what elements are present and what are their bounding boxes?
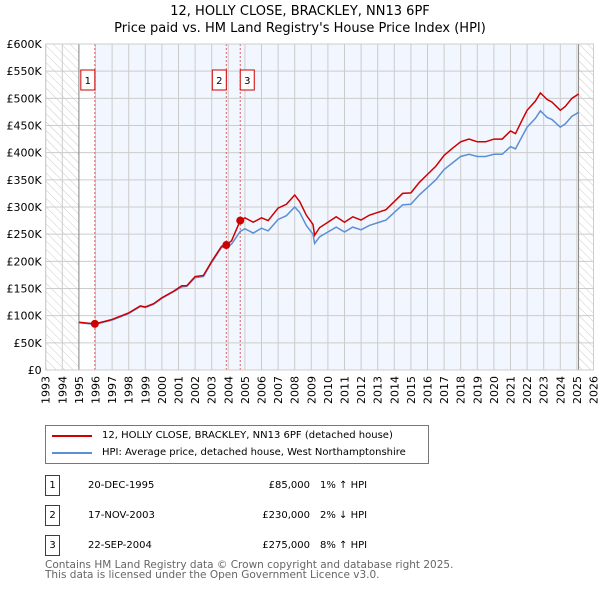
sale-point: [222, 241, 231, 250]
sale-label: 3: [244, 76, 250, 87]
transaction-row: 3 22-SEP-2004 £275,000 8% ↑ HPI: [45, 535, 465, 556]
legend: 12, HOLLY CLOSE, BRACKLEY, NN13 6PF (det…: [45, 425, 429, 464]
transaction-hpi: 1% ↑ HPI: [320, 480, 368, 491]
x-tick-label: 2026: [588, 376, 600, 404]
plot-border: [45, 43, 594, 371]
footer-line: This data is licensed under the Open Gov…: [45, 569, 380, 581]
transaction-date: 22-SEP-2004: [88, 540, 152, 551]
x-tick-label: 1993: [40, 376, 53, 404]
x-tick-label: 2000: [156, 376, 169, 404]
x-tick-label: 2021: [505, 376, 518, 404]
x-tick-label: 2013: [372, 376, 385, 404]
transaction-number: 3: [45, 535, 60, 556]
footer-line: Contains HM Land Registry data © Crown c…: [45, 559, 454, 571]
chart-subtitle: Price paid vs. HM Land Registry's House …: [114, 21, 486, 36]
x-tick-label: 2008: [289, 376, 302, 404]
x-tick-label: 2024: [554, 376, 567, 404]
x-tick-label: 2005: [239, 376, 252, 404]
x-tick-label: 2016: [422, 376, 435, 404]
x-tick-label: 1994: [56, 376, 69, 404]
x-tick-label: 1996: [90, 376, 103, 404]
sale-label-box: [211, 69, 227, 91]
sale-label-box: [239, 69, 255, 91]
x-tick-label: 2023: [538, 376, 551, 404]
legend-swatch-red: [52, 434, 92, 437]
x-tick-label: 2007: [272, 376, 285, 404]
y-tick-label: £0: [28, 364, 42, 377]
x-tick-label: 2014: [388, 376, 401, 404]
transaction-price: £275,000: [262, 540, 310, 551]
sale-point: [90, 319, 99, 328]
x-tick-label: 2001: [173, 376, 186, 404]
x-tick-label: 2012: [355, 376, 368, 404]
y-tick-label: £350K: [6, 174, 42, 187]
transaction-date: 20-DEC-1995: [88, 480, 155, 491]
y-tick-label: £200K: [6, 255, 42, 268]
sale-label: 1: [85, 76, 91, 87]
y-tick-label: £250K: [6, 228, 42, 241]
x-tick-label: 2025: [571, 376, 584, 404]
transaction-date: 17-NOV-2003: [88, 510, 155, 521]
x-tick-label: 2020: [488, 376, 501, 404]
x-tick-label: 2004: [222, 376, 235, 404]
transaction-row: 2 17-NOV-2003 £230,000 2% ↓ HPI: [45, 505, 465, 526]
x-tick-label: 1998: [123, 376, 136, 404]
x-tick-label: 1995: [73, 376, 86, 404]
y-tick-label: £500K: [6, 92, 42, 105]
legend-swatch-blue: [52, 451, 92, 454]
x-tick-label: 2009: [305, 376, 318, 404]
transaction-price: £85,000: [268, 480, 310, 491]
x-tick-label: 2022: [521, 376, 534, 404]
x-tick-label: 2017: [438, 376, 451, 404]
y-tick-label: £450K: [6, 120, 42, 133]
price-chart: 1993 1994 1995 1996 1997 1998 1999 2000 2001 2002…: [6, 38, 600, 404]
transaction-row: 1 20-DEC-1995 £85,000 1% ↑ HPI: [45, 475, 465, 496]
x-tick-label: 2018: [455, 376, 468, 404]
sale-label: 2: [216, 76, 222, 87]
sale-label-box: [80, 69, 96, 91]
x-tick-label: 1997: [106, 376, 119, 404]
transaction-hpi: 8% ↑ HPI: [320, 540, 368, 551]
y-tick-label: £400K: [6, 147, 42, 160]
x-tick-label: 2019: [471, 376, 484, 404]
transaction-number: 2: [45, 505, 60, 526]
footer: Contains HM Land Registry data © Crown c…: [45, 559, 454, 581]
legend-item-property: 12, HOLLY CLOSE, BRACKLEY, NN13 6PF (det…: [52, 430, 393, 441]
price-paid-line: [78, 91, 579, 325]
x-tick-label: 1999: [139, 376, 152, 404]
legend-label: HPI: Average price, detached house, West…: [102, 447, 406, 458]
y-tick-label: £550K: [6, 65, 42, 78]
y-tick-label: £600K: [6, 38, 42, 51]
x-tick-label: 2015: [405, 376, 418, 404]
x-tick-label: 2011: [339, 376, 352, 404]
chart-title: 12, HOLLY CLOSE, BRACKLEY, NN13 6PF: [170, 4, 430, 19]
sale-point: [236, 216, 245, 225]
y-tick-label: £50K: [13, 337, 42, 350]
x-tick-label: 2006: [256, 376, 269, 404]
x-tick-label: 2003: [206, 376, 219, 404]
transaction-number: 1: [45, 475, 60, 496]
transaction-price: £230,000: [262, 510, 310, 521]
legend-label: 12, HOLLY CLOSE, BRACKLEY, NN13 6PF (det…: [102, 430, 393, 441]
y-tick-label: £150K: [6, 283, 42, 296]
legend-item-hpi: HPI: Average price, detached house, West…: [52, 447, 406, 458]
y-tick-label: £300K: [6, 201, 42, 214]
x-tick-label: 2002: [189, 376, 202, 404]
x-tick-label: 2010: [322, 376, 335, 404]
y-tick-label: £100K: [6, 310, 42, 323]
transaction-hpi: 2% ↓ HPI: [320, 510, 368, 521]
